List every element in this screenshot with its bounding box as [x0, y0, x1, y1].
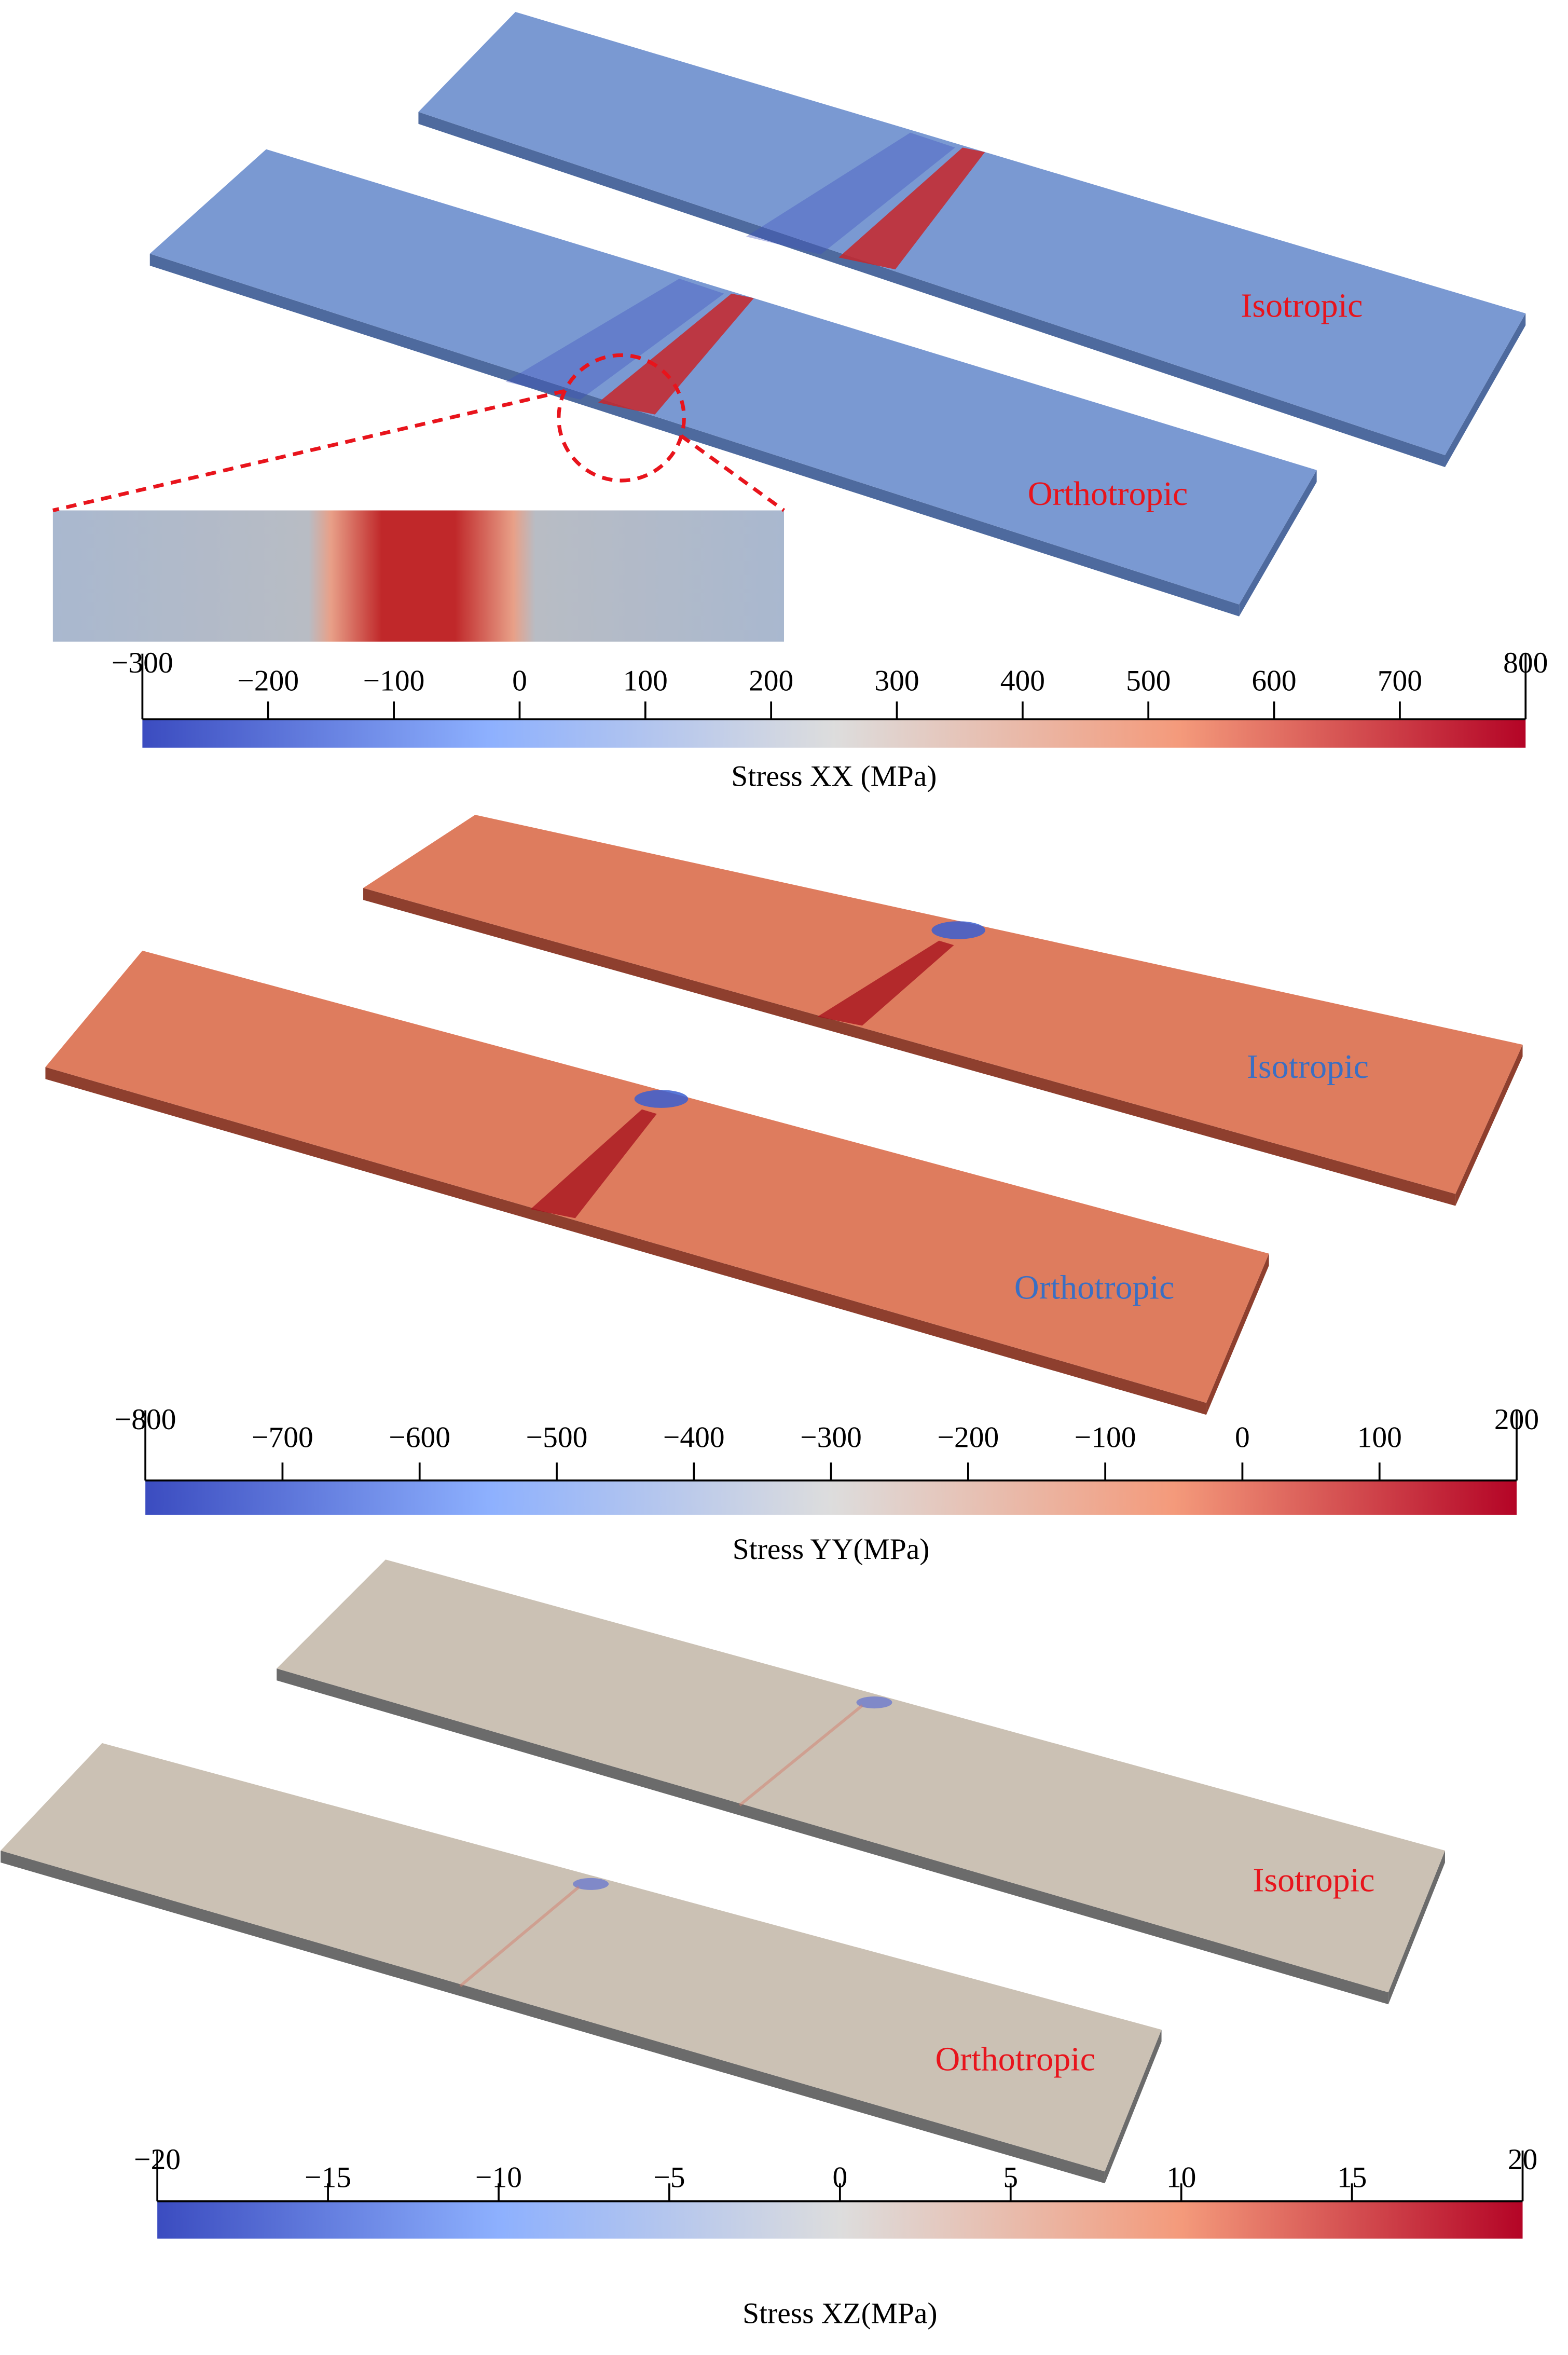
material-label: Orthotropic [1014, 1269, 1175, 1307]
stress-spot [634, 1090, 689, 1108]
material-label: Orthotropic [935, 2041, 1095, 2078]
tick-label: −300 [800, 1421, 862, 1454]
plate [363, 815, 1523, 1194]
tick-label: −15 [305, 2161, 351, 2194]
stress-halo [746, 132, 955, 255]
tick-label: 0 [832, 2161, 847, 2194]
plate-end [1206, 1253, 1269, 1415]
plate-side [149, 253, 1240, 617]
tick-label: −400 [663, 1421, 725, 1454]
plate [149, 149, 1317, 605]
plate [418, 12, 1526, 456]
tick-label: −5 [653, 2161, 685, 2194]
tick-label: 20 [1508, 2143, 1538, 2176]
plate-side [1, 1850, 1105, 2184]
stress-streak [530, 1109, 657, 1218]
tick-label: −800 [115, 1403, 176, 1436]
material-label: Isotropic [1253, 1861, 1374, 1899]
colorbar [157, 2201, 1523, 2239]
stress-spot [856, 1696, 892, 1709]
plate-side [363, 888, 1456, 1206]
tick-label: 100 [1357, 1421, 1402, 1454]
tick-label: 300 [874, 664, 919, 697]
tick-label: −600 [389, 1421, 450, 1454]
plate-side [418, 112, 1445, 468]
tick-label: −100 [1075, 1421, 1136, 1454]
colorbar-title: Stress XZ(MPa) [742, 2297, 937, 2330]
colorbar [145, 1480, 1517, 1515]
tick-label: 400 [1000, 664, 1045, 697]
tick-label: 800 [1503, 647, 1548, 679]
plate [277, 1559, 1445, 1993]
colorbar-title: Stress YY(MPa) [733, 1533, 930, 1566]
tick-label: 15 [1337, 2161, 1367, 2194]
stress-halo [505, 279, 724, 400]
plate [45, 950, 1269, 1403]
tick-label: 0 [512, 664, 527, 697]
tick-label: −200 [938, 1421, 999, 1454]
plate [1, 1743, 1162, 2172]
panel: Isotropic Orthotropic −20 −15 −10 −5 0 5 10 15 20 S… [1, 1559, 1537, 2330]
plate-side [277, 1668, 1388, 2005]
plate-end [1455, 1045, 1523, 1206]
tick-label: 200 [1494, 1403, 1539, 1436]
tick-label: 100 [623, 664, 668, 697]
stress-streak [459, 1885, 580, 1988]
material-label: Orthotropic [1028, 475, 1188, 513]
plate-end [1445, 313, 1526, 468]
tick-label: 10 [1166, 2161, 1196, 2194]
tick-label: −10 [475, 2161, 522, 2194]
material-label: Isotropic [1247, 1048, 1369, 1086]
colorbar [142, 719, 1526, 748]
zoom-line [52, 389, 566, 513]
plate-side [45, 1067, 1206, 1415]
panel: Isotropic Orthotropic −800 −700 −600 −500 −400… [45, 815, 1539, 1566]
tick-label: −300 [112, 647, 173, 679]
zoom-inset [52, 510, 785, 642]
stress-streak [817, 940, 954, 1026]
tick-label: −200 [237, 664, 299, 697]
tick-label: −500 [526, 1421, 588, 1454]
plate-end [1105, 2030, 1162, 2184]
tick-label: 700 [1378, 664, 1422, 697]
tick-label: 0 [1235, 1421, 1250, 1454]
colorbar-title: Stress XX (MPa) [731, 760, 937, 792]
material-label: Isotropic [1241, 286, 1363, 324]
panel: Isotropic Orthotropic −300 −200 −100 0 100 200 3… [112, 12, 1548, 792]
tick-label: 5 [1003, 2161, 1018, 2194]
stress-streak [738, 1704, 863, 1806]
tick-label: 500 [1126, 664, 1171, 697]
tick-label: 600 [1251, 664, 1296, 697]
stress-streak [838, 147, 985, 270]
plate-end [1388, 1850, 1445, 2005]
stress-spot [931, 921, 985, 939]
zoom-circle [557, 353, 686, 483]
tick-label: −700 [252, 1421, 313, 1454]
tick-label: −20 [134, 2143, 181, 2176]
stress-streak [598, 293, 754, 415]
zoom-line [680, 434, 786, 512]
stress-spot [573, 1878, 609, 1890]
plate-end [1239, 470, 1317, 617]
tick-label: 200 [749, 664, 793, 697]
tick-label: −100 [363, 664, 425, 697]
